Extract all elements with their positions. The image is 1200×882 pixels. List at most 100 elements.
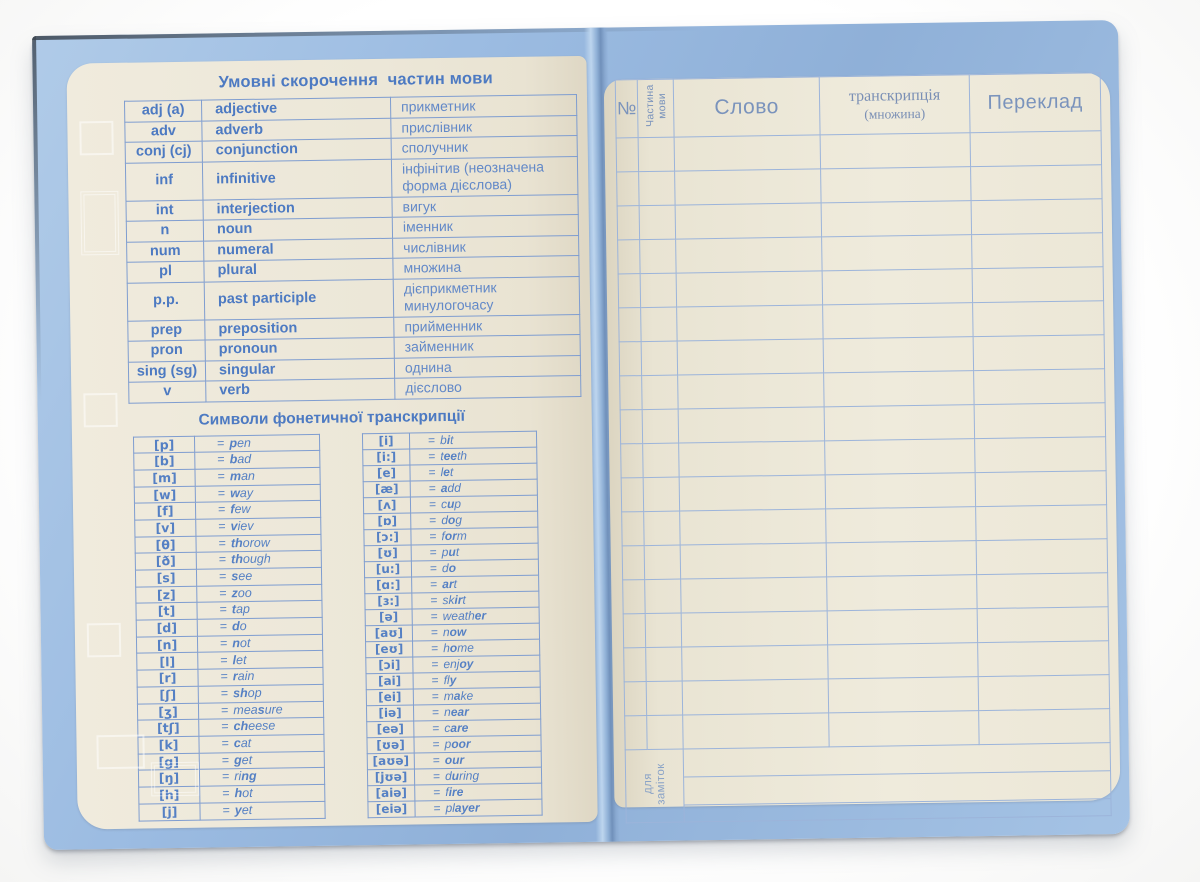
cell-transcription [824,438,976,475]
phonetic-example: = now [412,622,540,641]
phonetic-example: = art [411,574,539,593]
equals-sign: = [220,669,228,684]
abbreviation-ukrainian: дієприкметник минулогочасу [393,276,580,317]
cell-transcription [825,472,976,509]
cell-word [682,678,829,716]
phonetic-symbol: [tʃ] [137,719,199,737]
phonetic-row: [j] = yet [138,800,326,821]
cell-translation [970,130,1102,167]
phonetic-symbol: [h] [138,786,200,804]
phonetic-example: = do [197,617,323,636]
cell-transcription [824,404,975,441]
cell-number [621,511,645,546]
abbreviation-short: pron [128,340,206,362]
phonetics-tables: [p] = pen [b] = bad [m] = man [72,429,598,822]
equals-sign: = [221,769,230,784]
abbreviation-english: plural [203,258,394,282]
abbreviation-ukrainian: множина [392,255,580,279]
phonetic-example: = let [409,462,538,481]
cell-part-of-speech [645,613,682,648]
equals-sign: = [431,704,440,719]
phonetic-symbol: [e] [362,464,411,482]
abbreviation-ukrainian: дієслово [394,375,581,399]
abbreviation-short: adj (a) [124,100,202,122]
abbreviation-english: conjunction [202,138,392,162]
cell-word [680,576,828,614]
phonetic-symbol: [f] [134,502,196,521]
equals-sign: = [221,736,229,751]
header-word: Слово [673,76,821,138]
phonetic-example: = put [411,542,539,561]
cell-part-of-speech [640,307,678,342]
cell-part-of-speech [638,137,675,172]
phonetic-example: = bad [194,450,320,470]
phonetic-symbol: [ɑ:] [364,576,412,594]
notes-area [683,742,1112,823]
cell-word [677,338,824,376]
phonetic-example: = care [413,718,541,737]
page-right: № Частина мови Слово транскрипція (множи… [603,72,1121,823]
phonetic-symbol: [n] [136,635,198,654]
equals-sign: = [432,736,440,751]
header-translation: Переклад [969,72,1102,133]
phonetic-example: = viev [195,517,321,536]
equals-sign: = [218,569,227,584]
cell-number [620,409,643,444]
cell-number [621,477,644,512]
cell-number [616,171,640,206]
cell-number [619,375,643,410]
phonetic-example: = fly [413,670,541,689]
cell-translation [973,334,1105,371]
phonetic-table-vowels: [i] = bit [i:] = teeth [e] = let [362,430,543,818]
cell-number [618,307,642,342]
header-transcription-sub: (множина) [864,105,926,122]
phonetic-example: = teeth [409,446,537,465]
abbreviation-short: v [128,381,206,403]
phonetic-symbol: [s] [135,569,197,587]
phonetic-symbol: [ʒ] [137,702,199,721]
phonetic-symbol: [aʊ] [365,624,413,642]
abbreviation-short: inf [125,161,203,201]
cell-transcription [826,574,978,611]
cell-translation [978,674,1110,711]
equals-sign: = [430,576,438,591]
equals-sign: = [432,720,440,735]
cell-transcription [820,132,971,169]
equals-sign: = [219,586,227,601]
abbreviation-english: numeral [203,237,393,262]
cell-number [620,443,644,478]
cell-number [623,647,647,682]
phonetic-symbol: [w] [134,485,196,504]
cell-word [678,406,825,444]
equals-sign: = [217,502,226,517]
abbreviation-ukrainian: однина [394,355,581,379]
abbreviation-ukrainian: прислівник [390,115,578,139]
phonetic-symbol: [ʊ] [364,544,412,562]
cell-transcription [825,506,977,543]
abbreviation-english: adverb [201,117,392,142]
cell-number [622,545,645,580]
cell-part-of-speech [644,545,681,580]
page-left: Умовні скорочення частин мови adj (a) ad… [66,55,598,830]
equals-sign: = [429,544,437,559]
cell-part-of-speech [640,273,677,308]
cell-translation [972,266,1104,303]
cell-translation [974,436,1107,473]
cell-translation [977,640,1110,677]
abbreviation-english: infinitive [202,158,392,200]
cell-number [624,715,648,750]
cell-part-of-speech [646,681,683,716]
notes-label-cell: для заміток [625,749,685,823]
phonetic-example: = cat [198,734,325,753]
abbreviation-ukrainian: сполучник [391,135,578,159]
abbreviation-english: noun [203,217,393,241]
phonetic-symbol: [ə] [365,608,413,626]
cell-translation [970,164,1103,201]
cell-number [618,273,641,308]
equals-sign: = [433,784,441,799]
phonetic-symbol: [r] [136,669,199,687]
phonetic-symbol: [l] [136,652,198,671]
phonetic-example: = not [197,634,323,653]
abbreviation-english: adjective [201,97,391,121]
